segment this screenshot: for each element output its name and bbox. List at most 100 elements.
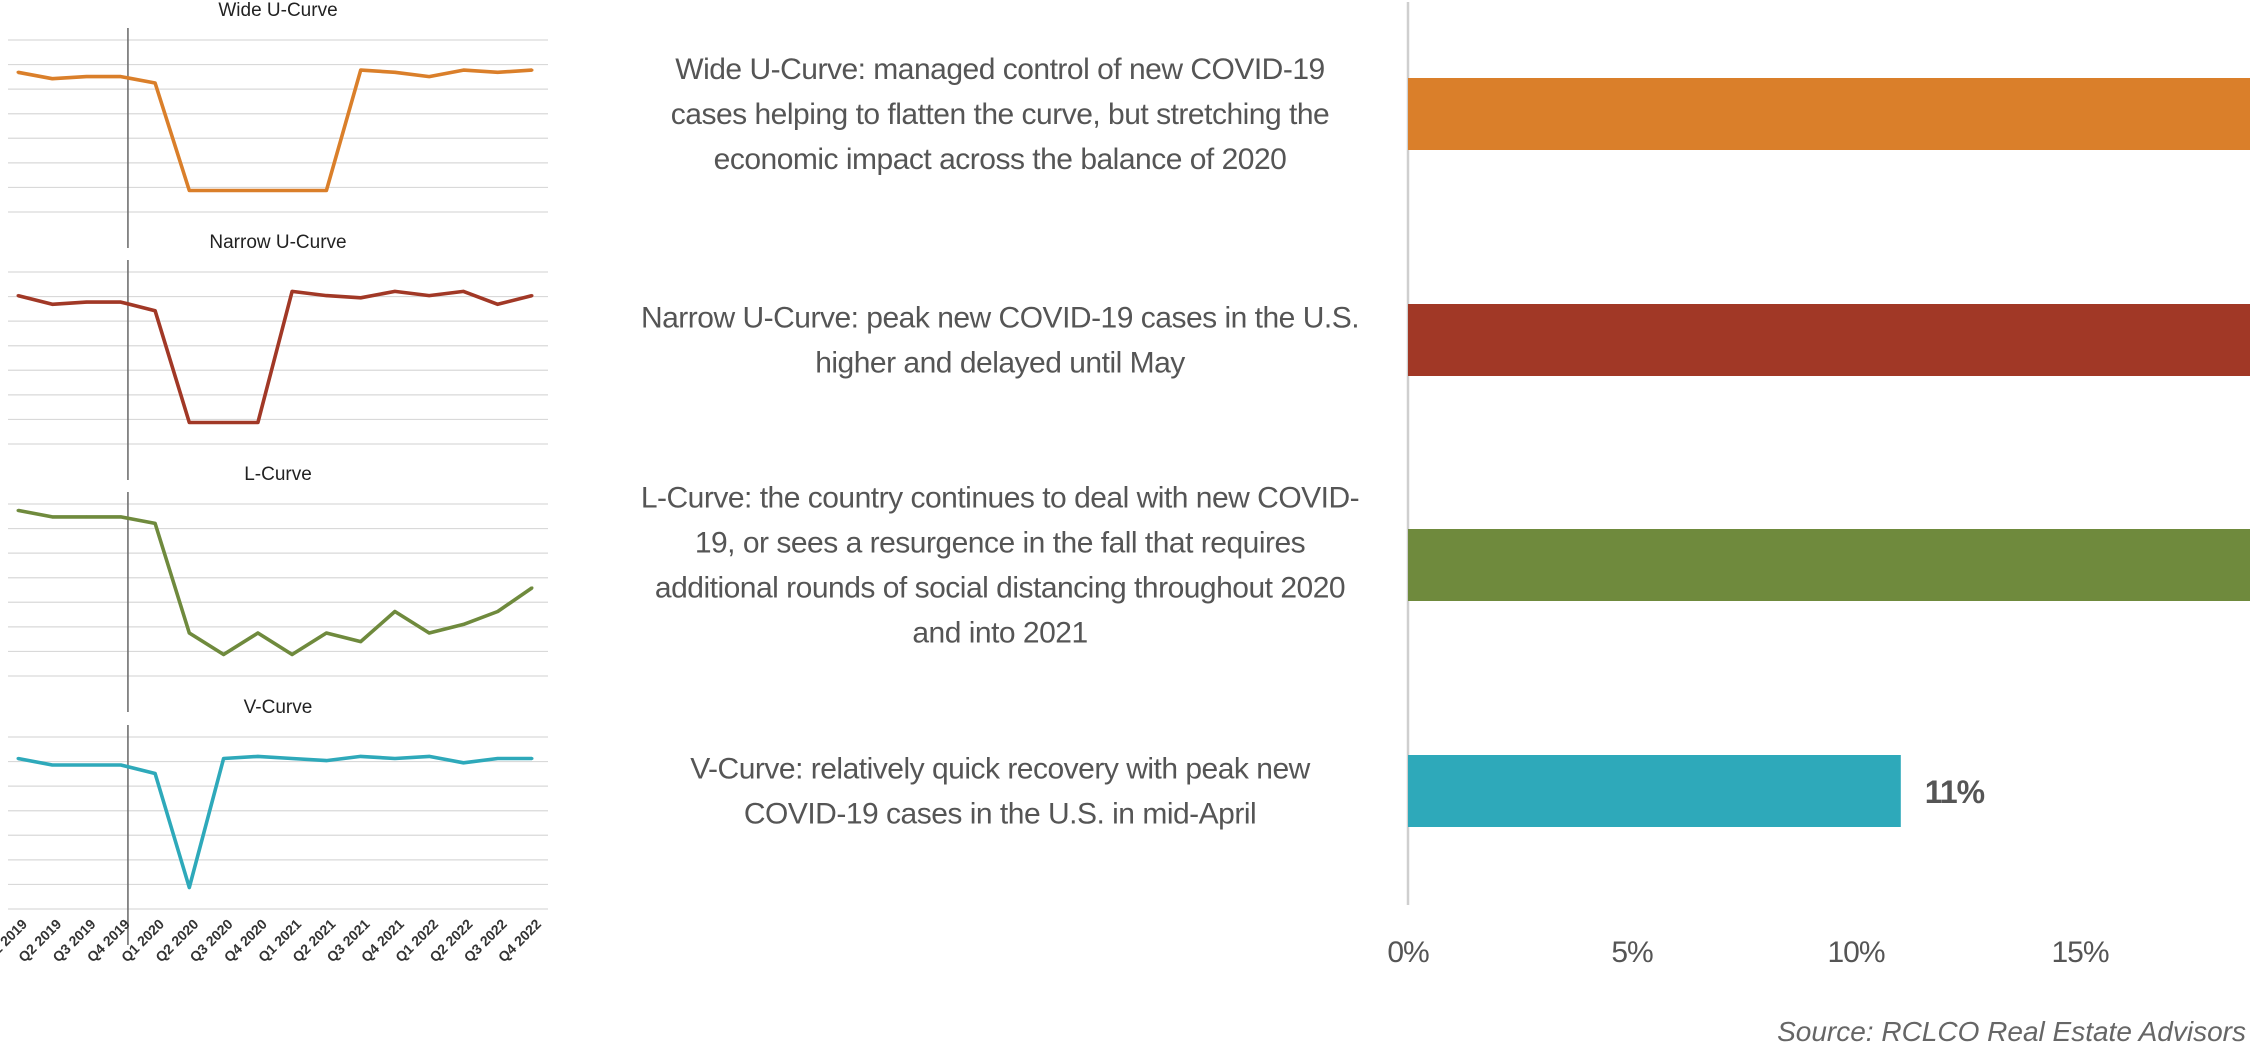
data-point	[50, 515, 54, 519]
data-point	[187, 631, 191, 635]
data-point	[153, 521, 157, 525]
data-point	[359, 296, 363, 300]
bar-data-label: 11%	[1925, 774, 1985, 810]
line-panel-title: Narrow U-Curve	[209, 232, 346, 253]
bar	[1408, 755, 1901, 827]
data-point	[496, 757, 500, 760]
data-point	[496, 302, 500, 306]
data-point	[85, 300, 89, 304]
data-point	[222, 757, 226, 760]
series-line	[17, 289, 533, 425]
category-label-line: COVID-19 cases in the U.S. in mid-April	[744, 798, 1256, 831]
data-point	[153, 81, 157, 85]
data-point	[461, 761, 465, 765]
data-point	[290, 289, 294, 293]
data-point	[324, 189, 328, 192]
category-label-line: economic impact across the balance of 20…	[714, 143, 1287, 176]
category-label-line: Narrow U-Curve: peak new COVID-19 cases …	[641, 302, 1359, 335]
data-point	[427, 75, 431, 79]
data-point	[530, 586, 534, 590]
data-point	[85, 515, 89, 519]
data-point	[290, 757, 294, 760]
data-point	[359, 68, 363, 72]
data-point	[427, 631, 431, 635]
data-point	[290, 189, 294, 192]
data-point	[530, 294, 534, 298]
bar-chart: 32%Wide U-Curve: managed control of new …	[641, 2, 2250, 969]
data-point	[290, 653, 294, 656]
category-label-line: 19, or sees a resurgence in the fall tha…	[695, 527, 1305, 560]
data-point	[222, 653, 226, 656]
category-label: L-Curve: the country continues to deal w…	[641, 482, 1359, 650]
data-point	[50, 302, 54, 306]
data-point	[359, 754, 363, 758]
series-line	[17, 754, 532, 890]
data-point	[187, 189, 191, 192]
data-point	[496, 610, 500, 613]
bar	[1408, 529, 2250, 601]
category-label-line: V-Curve: relatively quick recovery with …	[690, 753, 1310, 786]
bar-x-tick-label: 5%	[1611, 936, 1653, 969]
data-point	[324, 631, 328, 635]
data-point	[50, 763, 54, 767]
data-point	[427, 754, 431, 758]
line-panel-title: V-Curve	[244, 697, 313, 718]
data-point	[16, 757, 20, 760]
data-point	[119, 763, 123, 767]
data-point	[359, 640, 363, 644]
data-point	[119, 515, 123, 519]
category-label-line: Wide U-Curve: managed control of new COV…	[675, 53, 1324, 86]
data-point	[85, 763, 89, 767]
data-point	[187, 421, 191, 424]
data-point	[393, 70, 397, 74]
data-point	[461, 622, 465, 626]
data-point	[256, 754, 260, 758]
category-label: Narrow U-Curve: peak new COVID-19 cases …	[641, 302, 1359, 380]
line-panel-4: V-Curve	[8, 697, 548, 945]
data-point	[16, 294, 20, 298]
data-point	[393, 289, 397, 293]
data-point	[324, 759, 328, 763]
data-point	[85, 75, 89, 79]
data-point	[50, 77, 54, 81]
data-point	[256, 631, 260, 635]
category-label-line: cases helping to flatten the curve, but …	[671, 98, 1329, 131]
data-point	[324, 294, 328, 298]
data-point	[153, 309, 157, 313]
data-point	[16, 508, 20, 512]
data-point	[16, 70, 20, 74]
data-point	[119, 75, 123, 79]
bar	[1408, 78, 2250, 150]
data-point	[256, 189, 260, 192]
line-panel-3: L-Curve	[8, 464, 548, 712]
series-line	[17, 68, 533, 193]
line-panel-1: Wide U-Curve	[8, 0, 548, 248]
data-point	[496, 70, 500, 74]
category-label: Wide U-Curve: managed control of new COV…	[671, 53, 1329, 176]
source-note: Source: RCLCO Real Estate Advisors	[1777, 1016, 2246, 1047]
bar-x-tick-label: 10%	[1827, 936, 1884, 969]
series-line	[17, 508, 534, 657]
category-label-line: higher and delayed until May	[815, 347, 1185, 380]
data-point	[187, 886, 191, 889]
line-panel-title: L-Curve	[244, 464, 312, 485]
data-point	[393, 757, 397, 760]
data-point	[393, 610, 397, 613]
data-point	[119, 300, 123, 304]
data-point	[530, 757, 534, 760]
line-panel-title: Wide U-Curve	[218, 0, 337, 21]
data-point	[256, 421, 260, 424]
category-label-line: and into 2021	[912, 617, 1087, 650]
data-point	[461, 68, 465, 72]
category-label: V-Curve: relatively quick recovery with …	[690, 753, 1310, 831]
data-point	[222, 421, 226, 424]
bar-x-tick-label: 0%	[1387, 936, 1429, 969]
category-label-line: L-Curve: the country continues to deal w…	[641, 482, 1359, 515]
small-multiples: Wide U-Curve Narrow U-Curve L-Curve V-Curve	[8, 0, 548, 945]
data-point	[461, 289, 465, 293]
category-label-line: additional rounds of social distancing t…	[655, 572, 1345, 605]
data-point	[153, 772, 157, 776]
data-point	[222, 189, 226, 192]
